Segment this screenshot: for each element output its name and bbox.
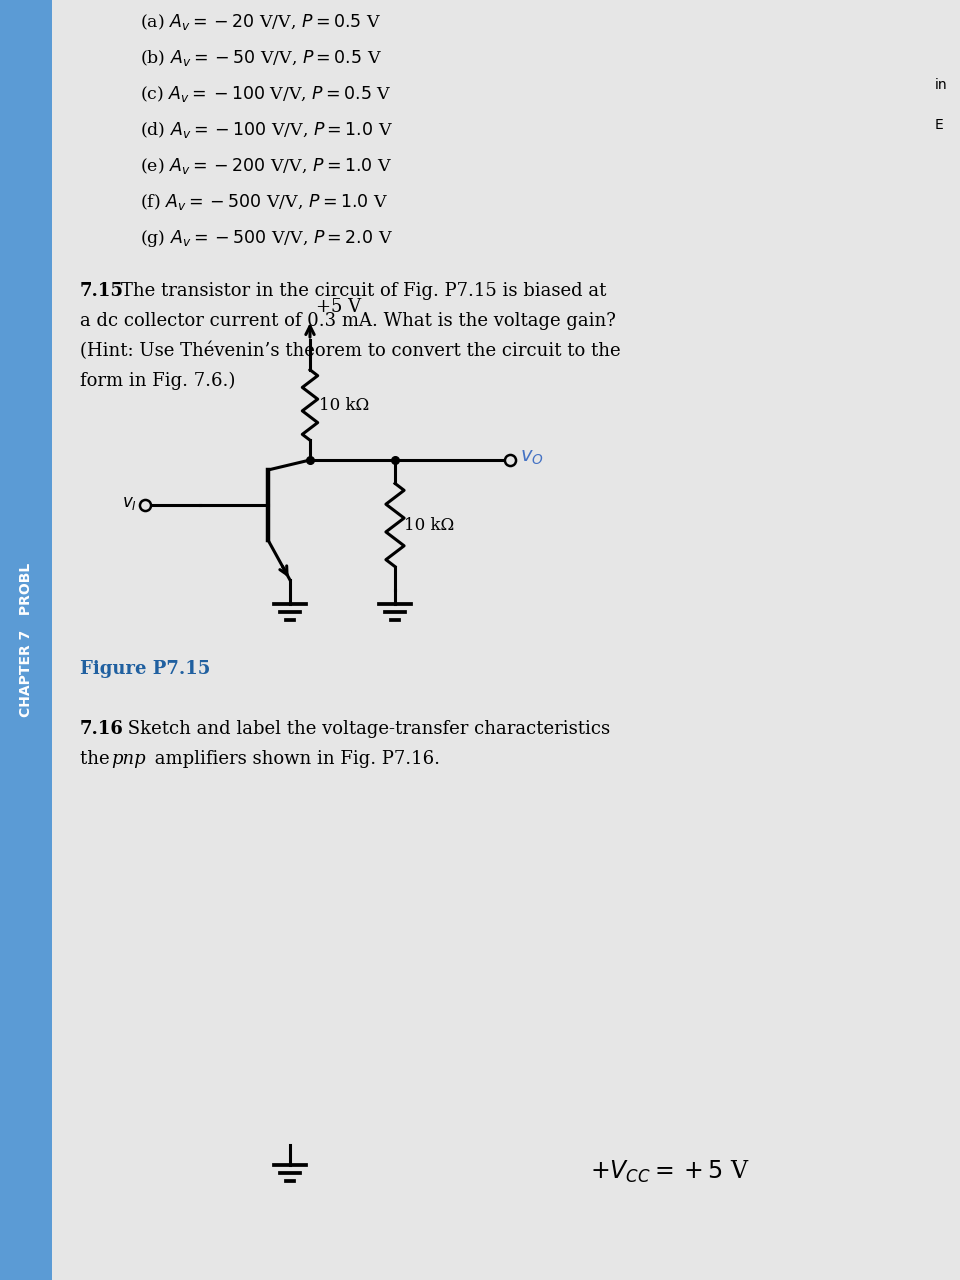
- Text: (c) $A_v = -100$ V/V, $P = 0.5$ V: (c) $A_v = -100$ V/V, $P = 0.5$ V: [140, 84, 392, 104]
- Text: The transistor in the circuit of Fig. P7.15 is biased at: The transistor in the circuit of Fig. P7…: [121, 282, 607, 300]
- Text: 10 kΩ: 10 kΩ: [404, 517, 454, 534]
- Text: E: E: [935, 118, 944, 132]
- Text: (e) $A_v = -200$ V/V, $P = 1.0$ V: (e) $A_v = -200$ V/V, $P = 1.0$ V: [140, 156, 392, 175]
- Text: (Hint: Use Thévenin’s theorem to convert the circuit to the: (Hint: Use Thévenin’s theorem to convert…: [80, 342, 620, 361]
- FancyBboxPatch shape: [52, 0, 960, 1280]
- Text: (f) $A_v = -500$ V/V, $P = 1.0$ V: (f) $A_v = -500$ V/V, $P = 1.0$ V: [140, 192, 388, 212]
- Text: 7.15: 7.15: [80, 282, 124, 300]
- Text: 7.16: 7.16: [80, 719, 124, 739]
- Text: 10 kΩ: 10 kΩ: [319, 397, 370, 413]
- Text: CHAPTER 7   PROBL: CHAPTER 7 PROBL: [19, 563, 33, 717]
- Text: (d) $A_v = -100$ V/V, $P = 1.0$ V: (d) $A_v = -100$ V/V, $P = 1.0$ V: [140, 120, 393, 140]
- Text: form in Fig. 7.6.): form in Fig. 7.6.): [80, 372, 235, 390]
- Text: $v_I$: $v_I$: [122, 494, 137, 512]
- Text: amplifiers shown in Fig. P7.16.: amplifiers shown in Fig. P7.16.: [149, 750, 440, 768]
- FancyBboxPatch shape: [0, 0, 52, 1280]
- Text: (g) $A_v = -500$ V/V, $P = 2.0$ V: (g) $A_v = -500$ V/V, $P = 2.0$ V: [140, 228, 393, 250]
- Text: $+V_{CC} = +5$ V: $+V_{CC} = +5$ V: [590, 1158, 750, 1185]
- Text: a dc collector current of 0.3 mA. What is the voltage gain?: a dc collector current of 0.3 mA. What i…: [80, 312, 616, 330]
- Text: (b) $A_v = -50$ V/V, $P = 0.5$ V: (b) $A_v = -50$ V/V, $P = 0.5$ V: [140, 47, 382, 68]
- Text: +5 V: +5 V: [316, 298, 361, 316]
- Text: Sketch and label the voltage-transfer characteristics: Sketch and label the voltage-transfer ch…: [122, 719, 611, 739]
- Text: Figure P7.15: Figure P7.15: [80, 660, 210, 678]
- Text: $v_O$: $v_O$: [520, 449, 543, 467]
- Text: in: in: [935, 78, 948, 92]
- Text: the: the: [80, 750, 115, 768]
- Text: (a) $A_v = -20$ V/V, $P = 0.5$ V: (a) $A_v = -20$ V/V, $P = 0.5$ V: [140, 12, 381, 32]
- Text: pnp: pnp: [111, 750, 146, 768]
